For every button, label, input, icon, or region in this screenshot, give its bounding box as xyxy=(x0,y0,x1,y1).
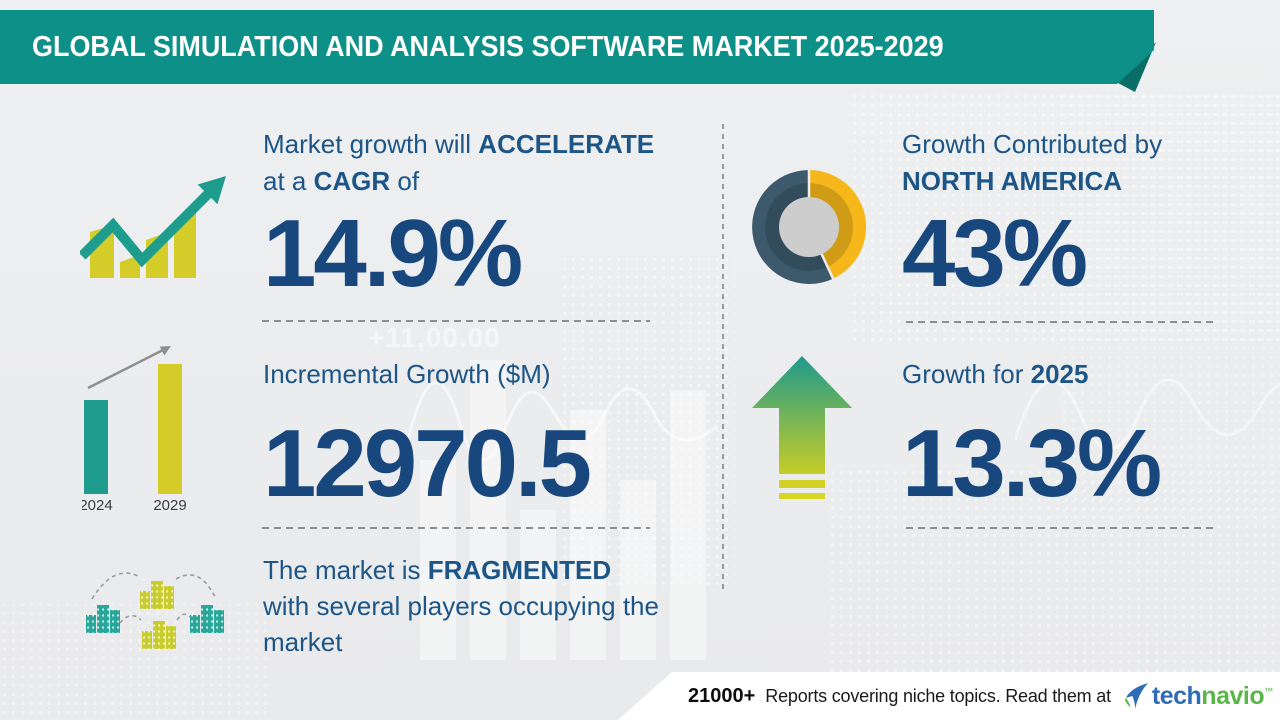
cagr-caption-normal: Market growth will xyxy=(263,129,472,159)
cagr-value: 14.9% xyxy=(263,200,523,307)
growth-year-caption: Growth for 2025 xyxy=(902,356,1088,393)
bar-year-end-label: 2029 xyxy=(153,497,186,514)
fragmentation-bold: FRAGMENTED xyxy=(427,555,612,585)
bg-number-watermark: +11,00.00 xyxy=(368,322,501,353)
cagr-caption-line2-post: of xyxy=(397,166,420,196)
report-count: 21000+ xyxy=(688,684,756,707)
fragmentation-pre: The market is xyxy=(263,555,421,585)
logo-text-tech: tech xyxy=(1151,681,1202,710)
growth-year-pre: Growth for xyxy=(902,359,1024,389)
incremental-label: Incremental Growth ($M) xyxy=(263,359,551,389)
growth-year-bold: 2025 xyxy=(1030,359,1089,389)
growth-year-value: 13.3% xyxy=(902,410,1162,517)
bar-chart-2024-2029-icon: 2024 2029 xyxy=(82,346,187,514)
buildings-cluster-icon xyxy=(86,572,224,649)
technavio-logo[interactable]: tech navio ™ xyxy=(1124,681,1274,711)
region-caption-line1: Growth Contributed by xyxy=(902,129,1163,159)
technavio-leaf-icon xyxy=(1124,683,1148,709)
separator-right-1 xyxy=(906,321,1216,323)
page-title: GLOBAL SIMULATION AND ANALYSIS SOFTWARE … xyxy=(32,30,944,63)
footer-message: Reports covering niche topics. Read them… xyxy=(765,685,1111,706)
cagr-caption-bold: ACCELERATE xyxy=(478,129,655,159)
cagr-caption-line2-bold: CAGR xyxy=(313,166,391,196)
region-caption: Growth Contributed by NORTH AMERICA xyxy=(902,126,1162,200)
region-value: 43% xyxy=(902,200,1088,307)
header-banner: GLOBAL SIMULATION AND ANALYSIS SOFTWARE … xyxy=(0,10,1154,84)
fragmentation-line3: market xyxy=(263,627,343,657)
separator-left-1 xyxy=(262,320,650,322)
fragmentation-caption: The market is FRAGMENTED with several pl… xyxy=(263,552,659,660)
cagr-caption-line2-pre: at a xyxy=(263,166,307,196)
column-divider xyxy=(722,124,724,590)
growth-line-chart-icon xyxy=(80,176,226,278)
up-arrow-icon xyxy=(752,356,852,499)
region-donut-chart-icon xyxy=(752,169,867,284)
separator-right-2 xyxy=(906,527,1216,529)
cagr-caption: Market growth will ACCELERATE at a CAGR … xyxy=(263,126,654,200)
incremental-value: 12970.5 xyxy=(263,410,592,517)
fragmentation-line2: with several players occupying the xyxy=(263,591,659,621)
footer-bar: 21000+ Reports covering niche topics. Re… xyxy=(618,672,1280,720)
separator-left-2 xyxy=(262,527,650,529)
bar-year-start-label: 2024 xyxy=(82,497,113,514)
logo-trademark: ™ xyxy=(1264,685,1274,696)
region-caption-line2: NORTH AMERICA xyxy=(902,166,1123,196)
logo-text-navio: navio xyxy=(1201,681,1265,710)
